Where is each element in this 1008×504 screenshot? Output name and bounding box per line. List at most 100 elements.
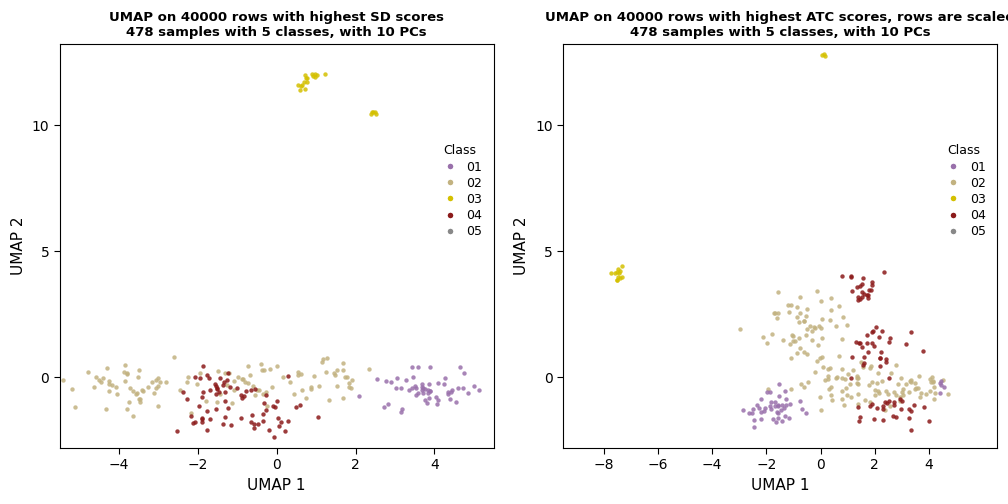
Point: [394, 405, 410, 413]
Point: [237, 378, 253, 386]
Point: [864, 378, 880, 386]
Point: [823, 293, 839, 301]
Point: [437, 374, 454, 383]
Point: [784, 337, 800, 345]
Point: [200, 371, 216, 379]
Point: [770, 402, 786, 410]
Point: [125, 387, 141, 395]
Point: [854, 280, 870, 288]
Point: [787, 337, 803, 345]
Point: [834, 335, 850, 343]
Point: [415, 389, 431, 397]
Point: [185, 419, 202, 427]
Point: [753, 415, 769, 423]
Point: [188, 380, 205, 388]
Point: [146, 389, 162, 397]
Point: [865, 281, 881, 289]
Point: [887, 361, 903, 369]
Point: [117, 361, 133, 369]
Point: [892, 405, 908, 413]
Point: [823, 316, 839, 324]
Point: [776, 412, 792, 420]
Point: [871, 389, 887, 397]
Point: [610, 265, 626, 273]
Point: [850, 390, 866, 398]
Point: [856, 359, 872, 367]
Point: [288, 403, 304, 411]
Point: [868, 323, 884, 331]
Point: [808, 357, 825, 365]
Point: [255, 390, 271, 398]
Point: [881, 397, 897, 405]
Point: [774, 417, 790, 425]
Point: [886, 401, 902, 409]
Point: [305, 72, 322, 80]
Point: [775, 337, 791, 345]
Point: [417, 385, 433, 393]
Point: [293, 386, 309, 394]
Point: [873, 347, 889, 355]
Point: [806, 324, 823, 332]
Point: [378, 377, 394, 385]
Point: [779, 301, 795, 309]
Point: [215, 381, 231, 389]
Point: [817, 52, 834, 60]
Point: [304, 70, 321, 78]
Point: [814, 51, 831, 59]
Point: [795, 317, 811, 325]
Point: [843, 393, 859, 401]
Point: [229, 385, 245, 393]
Point: [860, 348, 876, 356]
Legend: 01, 02, 03, 04, 05: 01, 02, 03, 04, 05: [935, 140, 991, 243]
Point: [128, 390, 144, 398]
Point: [217, 413, 233, 421]
Point: [202, 373, 218, 382]
Point: [852, 295, 868, 303]
Point: [364, 108, 380, 116]
Point: [329, 382, 345, 390]
Point: [444, 388, 460, 396]
Point: [427, 393, 444, 401]
Point: [893, 374, 909, 382]
Point: [251, 386, 267, 394]
Point: [279, 372, 295, 380]
Point: [104, 382, 120, 390]
Point: [834, 374, 850, 382]
Point: [872, 361, 888, 369]
Point: [407, 391, 423, 399]
Point: [448, 398, 464, 406]
Point: [285, 390, 301, 398]
Point: [816, 50, 833, 58]
Point: [227, 387, 243, 395]
Point: [778, 401, 794, 409]
Point: [861, 286, 877, 294]
Point: [439, 390, 456, 398]
Point: [784, 331, 800, 339]
Point: [789, 303, 805, 311]
Point: [421, 394, 437, 402]
Point: [862, 398, 878, 406]
Point: [98, 405, 114, 413]
Point: [254, 366, 270, 374]
Point: [414, 384, 430, 392]
Point: [850, 380, 866, 388]
Point: [849, 374, 865, 382]
Point: [609, 276, 625, 284]
Point: [389, 374, 405, 383]
Point: [130, 372, 146, 381]
Point: [238, 387, 254, 395]
Point: [764, 330, 780, 338]
Point: [841, 370, 857, 378]
Point: [268, 397, 284, 405]
Point: [271, 422, 287, 430]
Point: [867, 386, 883, 394]
Point: [911, 393, 927, 401]
Point: [265, 402, 281, 410]
Point: [246, 424, 262, 432]
Point: [194, 393, 210, 401]
Point: [341, 379, 357, 387]
Point: [612, 274, 628, 282]
Point: [152, 377, 168, 386]
Point: [326, 368, 342, 376]
Point: [259, 402, 275, 410]
